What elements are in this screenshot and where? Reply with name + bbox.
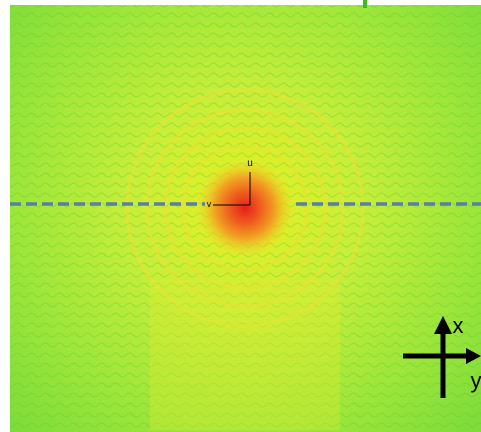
v-label: v xyxy=(207,199,212,209)
y-label: y xyxy=(471,368,481,393)
x-label: x xyxy=(453,313,464,338)
u-label: u xyxy=(247,158,253,169)
local-axes xyxy=(213,172,251,206)
global-axes xyxy=(403,316,481,398)
field xyxy=(10,5,481,432)
